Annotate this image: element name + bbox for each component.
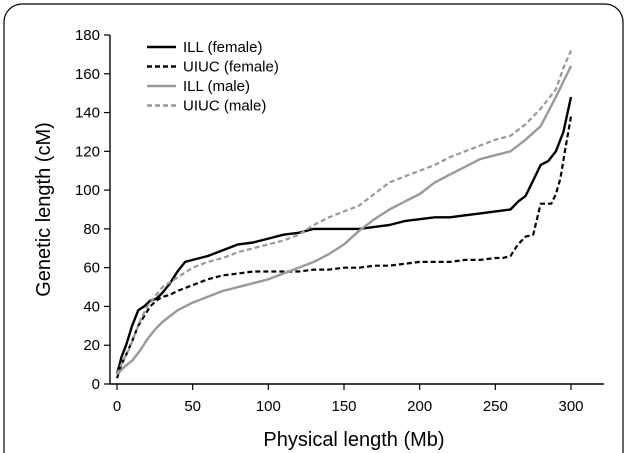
legend-label-4: UIUC (male) xyxy=(183,98,266,115)
legend: ILL (female) UIUC (female) ILL (male) UIUC … xyxy=(147,39,279,115)
y-axis-title: Genetic length (cM) xyxy=(33,122,55,297)
series-layer xyxy=(115,50,573,379)
series-line-2 xyxy=(115,116,573,379)
y-tick-label: 40 xyxy=(83,298,100,315)
series-line-3 xyxy=(116,65,573,376)
plot-area: 0 50 100 150 200 250 300 0 20 40 60 80 100 120 140 160… xyxy=(33,27,604,451)
y-tick-label: 80 xyxy=(83,221,100,238)
series-line-1 xyxy=(115,96,573,375)
x-tick-label: 200 xyxy=(407,398,432,415)
x-tick-label: 0 xyxy=(113,398,121,415)
x-axis-title: Physical length (Mb) xyxy=(263,429,444,451)
legend-label-3: ILL (male) xyxy=(183,78,250,95)
legend-label-1: ILL (female) xyxy=(183,39,262,56)
x-ticks: 0 50 100 150 200 250 300 xyxy=(113,384,584,415)
y-ticks: 0 20 40 60 80 100 120 140 160 180 xyxy=(75,27,110,393)
y-tick-label: 120 xyxy=(75,143,100,160)
x-tick-label: 150 xyxy=(331,398,356,415)
figure-frame xyxy=(3,3,624,453)
y-tick-label: 0 xyxy=(92,376,100,393)
x-tick-label: 100 xyxy=(256,398,281,415)
x-tick-label: 250 xyxy=(483,398,508,415)
x-tick-label: 50 xyxy=(184,398,201,415)
series-line-4 xyxy=(115,50,573,375)
y-tick-label: 180 xyxy=(75,27,100,44)
y-tick-label: 60 xyxy=(83,260,100,277)
y-tick-label: 140 xyxy=(75,105,100,122)
y-tick-label: 100 xyxy=(75,182,100,199)
legend-label-2: UIUC (female) xyxy=(183,59,279,76)
x-tick-label: 300 xyxy=(558,398,583,415)
y-tick-label: 160 xyxy=(75,66,100,83)
y-tick-label: 20 xyxy=(83,337,100,354)
